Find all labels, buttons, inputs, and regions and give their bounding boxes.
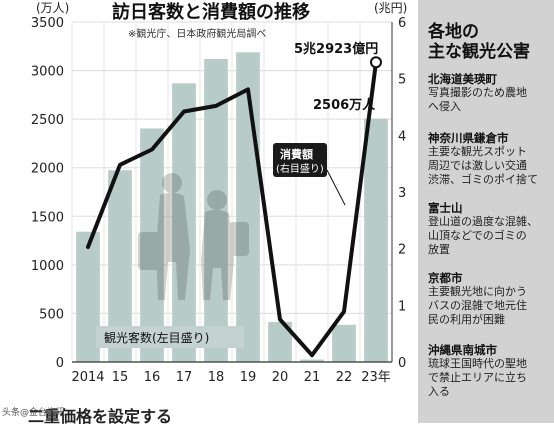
region-description-line: へ侵入: [428, 100, 461, 113]
region-item: 神奈川県鎌倉市 主要な観光スポット 周辺では激しい交通 渋滞、ゴミのポイ捨て: [428, 131, 538, 187]
traveler-silhouettes: [138, 173, 249, 300]
x-tick-label: 16: [144, 370, 161, 385]
bar-2014: [76, 231, 100, 362]
bar-22: [332, 324, 356, 362]
x-tick-label: 20: [272, 370, 289, 385]
region-name: 北海道美瑛町: [428, 72, 497, 86]
x-tick-label: 23年: [361, 370, 391, 385]
x-tick-label: 19: [240, 370, 257, 385]
annotation-visitors-2023: 2506万人: [313, 97, 376, 113]
right-axis-ticks: 0 1 2 3 4 5 6: [398, 16, 406, 371]
bar-legend: 観光客数(左目盛り): [104, 330, 209, 345]
region-item: 京都市 主要観光地に向かう バスの混雑で地元住 民の利用が困難: [428, 271, 527, 327]
region-name: 京都市: [428, 271, 463, 285]
right-tick-label: 0: [398, 356, 406, 371]
x-axis-ticks: 2014 15 16 17 18 19 20 21 22 23年: [71, 370, 390, 385]
x-tick-label: 17: [176, 370, 193, 385]
bar-17: [172, 83, 196, 362]
chart-title: 訪日客数と消費額の推移: [112, 1, 310, 23]
region-description-line: 山頂などでのゴミの: [428, 229, 527, 242]
consumption-line: [86, 60, 378, 358]
right-tick-label: 6: [398, 16, 406, 31]
region-name: 富士山: [428, 201, 463, 215]
x-tick-label: 22: [336, 370, 353, 385]
bar-20: [268, 321, 292, 362]
region-description-line: 写真撮影のため農地: [428, 86, 527, 99]
region-description-line: 琉球王国時代の聖地: [428, 357, 527, 370]
line-legend-title: 消費額: [280, 147, 313, 161]
bar-18: [204, 59, 228, 363]
line-legend-subtitle: (右目盛り): [276, 162, 324, 175]
bar-15: [108, 170, 132, 362]
right-axis-unit: (兆円): [374, 1, 407, 15]
region-name: 沖縄県南城市: [428, 343, 497, 357]
bar-16: [140, 128, 164, 362]
left-tick-label: 2500: [31, 113, 64, 128]
region-description-line: 主要観光地に向かう: [428, 285, 527, 298]
source-note: ※観光庁、日本政府観光局調べ: [128, 27, 266, 40]
region-item: 富士山 登山道の過度な混雑、 山頂などでのゴミの 放置: [428, 201, 538, 257]
x-tick-label: 15: [112, 370, 129, 385]
right-tick-label: 1: [398, 299, 406, 314]
region-item: 北海道美瑛町 写真撮影のため農地 へ侵入: [428, 72, 527, 114]
left-tick-label: 1000: [31, 259, 64, 274]
right-tick-label: 2: [398, 243, 406, 258]
watermark: 头条@金台资讯: [2, 408, 66, 418]
bar-21: [300, 359, 324, 362]
right-tick-label: 5: [398, 73, 406, 88]
left-tick-label: 3500: [31, 16, 64, 31]
left-tick-label: 3000: [31, 65, 64, 80]
x-tick-label: 2014: [71, 370, 104, 385]
region-description-line: 放置: [428, 243, 450, 256]
x-tick-label: 21: [304, 370, 321, 385]
data-point-2023: [370, 56, 382, 69]
bar-series: [76, 52, 388, 363]
region-description-line: 登山道の過度な混雑、: [428, 215, 538, 228]
side-panel: 各地の 主な観光公害 北海道美瑛町 写真撮影のため農地 へ侵入神奈川県鎌倉市 主要な観…: [418, 0, 554, 423]
region-name: 神奈川県鎌倉市: [428, 131, 509, 145]
side-panel-title: 各地の 主な観光公害: [428, 22, 530, 62]
region-description-line: 主要な観光スポット: [428, 145, 527, 158]
left-tick-label: 0: [56, 356, 64, 371]
region-description-line: 周辺では激しい交通: [428, 159, 527, 172]
left-tick-label: 500: [39, 307, 64, 322]
region-description-line: バスの混雑で地元住: [428, 299, 527, 312]
left-tick-label: 1500: [31, 210, 64, 225]
bar-23年: [364, 118, 388, 362]
left-axis-ticks: 0 500 1000 1500 2000 2500 3000 3500: [31, 16, 64, 371]
region-description-line: 渋滞、ゴミのポイ捨て: [428, 173, 538, 186]
annotation-consumption-2023: 5兆2923億円: [294, 41, 378, 57]
right-tick-label: 3: [398, 186, 406, 201]
left-tick-label: 2000: [31, 162, 64, 177]
region-item: 沖縄県南城市 琉球王国時代の聖地 で禁止エリアに立ち 入る: [428, 343, 527, 399]
region-description-line: 入る: [428, 385, 450, 398]
right-tick-label: 4: [398, 129, 406, 144]
footer-heading: 二重価格を設定する: [28, 407, 173, 426]
left-axis-unit: (万人): [36, 1, 69, 15]
region-description-line: で禁止エリアに立ち: [428, 371, 527, 384]
region-description-line: 民の利用が困難: [428, 313, 505, 326]
x-tick-label: 18: [208, 370, 225, 385]
